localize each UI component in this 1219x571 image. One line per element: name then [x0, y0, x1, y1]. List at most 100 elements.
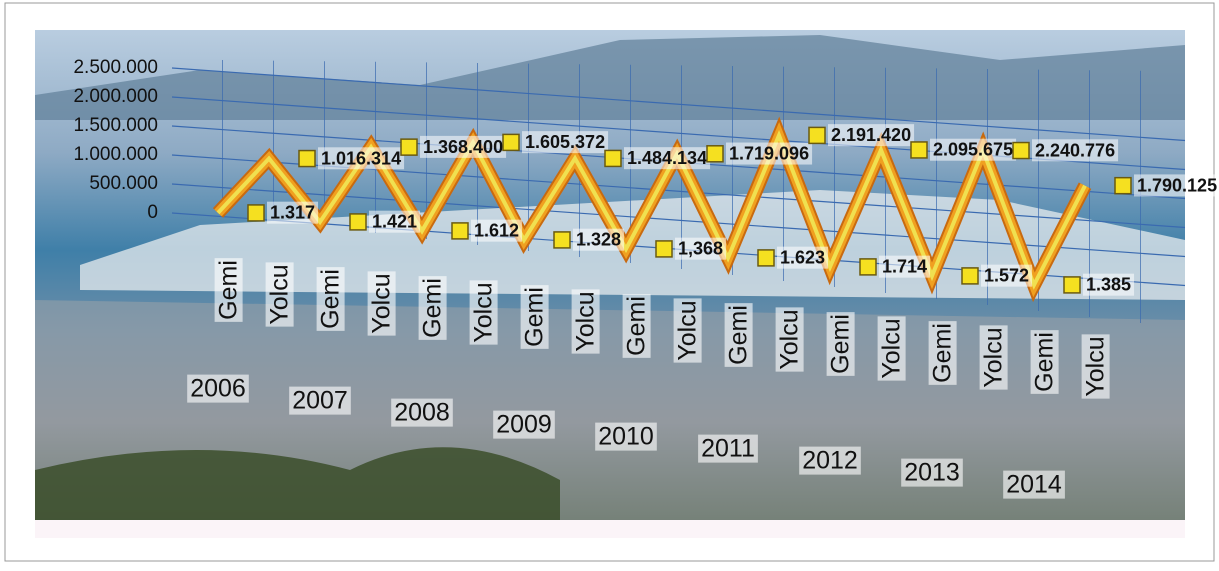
group-label-bg	[698, 434, 758, 463]
value-label-bg	[369, 210, 421, 233]
marker	[961, 267, 979, 285]
value-label: 1.714	[882, 257, 927, 277]
x-tick-label-bg	[469, 280, 498, 345]
group-label: 2010	[598, 423, 654, 451]
value-label: 1.016.314	[321, 148, 401, 168]
value-label: 1.421	[372, 212, 417, 232]
x-tick-label: Gemi	[317, 269, 345, 329]
value-label: 1.484.134	[627, 148, 707, 168]
value-label-bg	[573, 228, 625, 251]
value-label-bg	[777, 246, 829, 269]
x-tick-label: Yolcu	[674, 300, 702, 360]
value-label-bg	[1032, 139, 1119, 162]
marker	[808, 126, 826, 145]
x-tick-label: Yolcu	[776, 309, 804, 369]
group-label-bg	[289, 386, 351, 415]
value-label-bg	[1134, 174, 1219, 197]
value-label: 1.572	[984, 266, 1029, 286]
value-label: 1,368	[678, 239, 723, 259]
x-tick-label: Gemi	[521, 287, 549, 347]
x-tick-label: Gemi	[215, 260, 243, 320]
x-tick-label-bg	[1081, 334, 1110, 399]
value-label: 1.790.125	[1137, 175, 1217, 195]
x-tick-label: Gemi	[929, 323, 957, 383]
group-label-bg	[493, 410, 555, 439]
marker	[298, 149, 316, 168]
group-label-bg	[901, 458, 963, 487]
value-label-bg	[1083, 273, 1135, 296]
marker	[247, 204, 265, 222]
mountains	[35, 35, 1185, 120]
value-label-bg	[267, 201, 319, 224]
group-label: 2014	[1006, 471, 1062, 499]
marker	[655, 240, 673, 258]
x-tick-label: Gemi	[1031, 332, 1059, 392]
y-tick-label: 1.000.000	[73, 144, 158, 165]
x-tick-label-bg	[418, 276, 447, 340]
marker	[553, 231, 571, 249]
x-tick-label-bg	[265, 262, 294, 327]
value-label: 2.191.420	[831, 125, 911, 145]
value-label-bg	[318, 147, 405, 170]
x-tick-label: Yolcu	[470, 282, 498, 342]
group-label-bg	[391, 398, 453, 427]
marker	[859, 258, 877, 276]
value-label-bg	[471, 219, 523, 242]
value-label-bg	[522, 131, 609, 154]
x-tick-label: Gemi	[725, 305, 753, 365]
x-tick-label-bg	[826, 312, 855, 376]
value-label: 1.623	[780, 248, 825, 268]
x-tick-label: Gemi	[419, 278, 447, 338]
value-label: 1.719.096	[729, 144, 809, 164]
x-tick-label: Yolcu	[572, 291, 600, 351]
y-tick-label: 500.000	[89, 173, 158, 194]
marker	[349, 213, 367, 231]
x-tick-label-bg	[520, 285, 549, 349]
x-tick-label: Yolcu	[368, 273, 396, 333]
marker	[451, 222, 469, 240]
value-label-bg	[930, 138, 1017, 161]
y-tick-label: 1.500.000	[73, 115, 158, 136]
value-label-bg	[981, 264, 1033, 287]
value-label: 1.612	[474, 221, 519, 241]
group-label: 2008	[394, 399, 450, 427]
marker	[1012, 141, 1030, 160]
value-label: 2.095.675	[933, 140, 1013, 160]
value-label: 1.605.372	[525, 132, 605, 152]
group-label: 2006	[190, 375, 246, 403]
group-label: 2011	[701, 435, 755, 463]
marker	[757, 249, 775, 267]
group-label: 2012	[802, 447, 858, 475]
x-tick-label: Yolcu	[1082, 336, 1110, 396]
group-label-bg	[187, 374, 249, 403]
group-label: 2013	[904, 459, 960, 487]
x-tick-label-bg	[316, 267, 345, 331]
group-label-bg	[1003, 470, 1065, 499]
x-tick-label-bg	[775, 307, 804, 372]
x-tick-label-bg	[571, 289, 600, 354]
y-tick-label: 0	[147, 202, 158, 223]
group-label-bg	[799, 446, 861, 475]
x-tick-label-bg	[1030, 330, 1059, 394]
x-tick-label: Yolcu	[980, 327, 1008, 387]
marker	[1063, 276, 1081, 294]
grid-line	[171, 67, 1186, 142]
marker	[604, 149, 622, 168]
marker	[706, 145, 724, 163]
x-tick-label-bg	[214, 258, 243, 322]
x-tick-label-bg	[877, 316, 906, 381]
x-tick-label-bg	[928, 321, 957, 385]
group-label: 2007	[292, 387, 348, 415]
x-tick-label: Yolcu	[878, 318, 906, 378]
photo-edge	[35, 520, 1185, 538]
trees	[35, 447, 560, 520]
y-tick-label: 2.000.000	[73, 86, 158, 107]
value-label: 1.385	[1086, 275, 1131, 295]
group-label: 2009	[496, 411, 552, 439]
value-label-bg	[420, 135, 507, 158]
value-label: 1.317	[270, 203, 315, 223]
x-tick-label: Yolcu	[266, 264, 294, 324]
value-label-bg	[726, 142, 813, 165]
group-label-bg	[595, 422, 657, 451]
